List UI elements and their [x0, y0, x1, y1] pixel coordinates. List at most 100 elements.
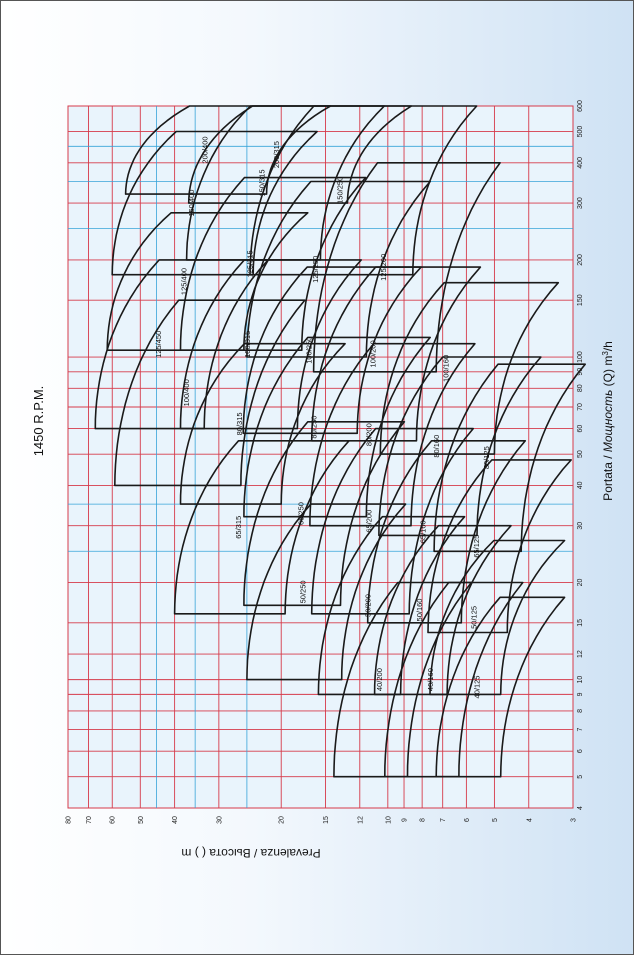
x-tick-label: 90: [577, 368, 584, 376]
y-tick-label: 20: [279, 816, 286, 824]
y-tick-label: 5: [492, 818, 499, 822]
pump-label-200-400: 200/400: [200, 136, 209, 163]
x-tick-label: 9: [577, 692, 584, 696]
y-tick-label: 3: [571, 818, 578, 822]
y-tick-label: 8: [420, 818, 427, 822]
pump-curve-125-400: [106, 212, 309, 351]
pump-label-125-450: 125/450: [154, 331, 163, 358]
pump-curve-80-315: [179, 342, 346, 505]
pump-label-80-315: 80/315: [235, 412, 244, 435]
pump-label-40-125: 40/125: [473, 676, 482, 699]
pump-curve-80-250: [243, 336, 431, 518]
pump-curve-100-250: [242, 266, 422, 435]
pump-curve-200-315: [187, 105, 413, 204]
pump-label-100-160: 100/160: [442, 355, 451, 382]
pump-curve-80-200: [309, 342, 476, 527]
pump-curve-65-200: [310, 427, 474, 615]
x-tick-label: 8: [577, 709, 584, 713]
x-tick-label: 100: [577, 351, 584, 363]
pump-label-150-315: 150/315: [258, 169, 267, 196]
x-axis-title-suffix: (Q) m: [601, 356, 615, 390]
pump-label-50-160: 50/160: [415, 599, 424, 622]
x-tick-label: 12: [577, 650, 584, 658]
pump-label-150-400: 150/400: [187, 190, 196, 217]
pump-label-65-250: 65/250: [296, 502, 305, 525]
pump-curve-80-160: [378, 356, 542, 537]
pump-curve-150-400: [111, 130, 318, 276]
pump-curve-80-125: [433, 363, 586, 553]
x-tick-label: 10: [577, 676, 584, 684]
plot-area: [68, 106, 573, 808]
pump-curve-150-250: [249, 105, 478, 276]
x-tick-label: 30: [577, 522, 584, 530]
y-tick-label: 40: [172, 816, 179, 824]
pump-curve-50-160: [373, 524, 512, 696]
pump-label-100-400: 100/400: [182, 379, 191, 406]
pump-curve-200-400: [124, 105, 332, 195]
pump-label-80-160: 80/160: [432, 435, 441, 458]
pump-label-125-400: 125/400: [180, 268, 189, 295]
y-tick-label: 7: [440, 818, 447, 822]
pump-label-100-200: 100/200: [368, 340, 377, 367]
pump-curve-100-400: [114, 299, 306, 487]
pump-label-40-200: 40/200: [375, 668, 384, 691]
y-tick-label: 50: [138, 816, 145, 824]
pump-label-65-200: 65/200: [365, 510, 374, 533]
pump-label-50-200: 50/200: [364, 594, 373, 617]
y-tick-label: 9: [402, 818, 409, 822]
x-tick-label: 6: [577, 749, 584, 753]
pump-label-65-160: 65/160: [419, 520, 428, 543]
y-tick-label: 70: [86, 816, 93, 824]
pump-curve-100-160: [379, 281, 560, 455]
y-axis-ticks: 3 4 5 6 7 8 9 10 12 15 20 30 40 50 60 70 80: [66, 816, 578, 824]
pump-label-65-315: 65/315: [234, 516, 243, 539]
pump-label-125-315: 125/315: [245, 250, 254, 277]
x-tick-label: 20: [577, 579, 584, 587]
y-tick-label: 30: [216, 816, 223, 824]
x-axis-title-italic: Мощность: [601, 390, 615, 452]
y-axis-title: Prevalenza / Высота ( ) m: [181, 846, 320, 860]
x-tick-label: 5: [577, 775, 584, 779]
pump-label-125-250: 125/250: [311, 256, 320, 283]
y-tick-label: 15: [323, 816, 330, 824]
pump-label-50-125: 50/125: [470, 606, 479, 629]
x-tick-label: 7: [577, 728, 584, 732]
pump-label-80-250: 80/250: [309, 416, 318, 439]
pump-label-40-160: 40/160: [426, 668, 435, 691]
pump-curve-65-125: [427, 459, 572, 634]
x-tick-label: 4: [577, 806, 584, 810]
x-tick-label: 500: [577, 126, 584, 138]
x-tick-label: 300: [577, 197, 584, 209]
y-tick-label: 80: [66, 816, 73, 824]
x-axis-title-prefix: Portata /: [601, 452, 615, 501]
x-tick-label: 60: [577, 425, 584, 433]
pump-label-125-200: 125/200: [379, 254, 388, 281]
pump-label-group: 40/125 40/160 40/200 50/125 50/160 50/200 50/2…: [154, 136, 491, 698]
pump-curve-40-160: [384, 581, 524, 778]
pump-label-100-315: 100/315: [243, 331, 252, 358]
pump-curve-40-125: [435, 596, 566, 778]
x-axis-ticks: 4 5 6 7 8 9 10 12 15 20 30 40 50 60 70 80 90 100 150 200 300…: [577, 100, 584, 810]
y-tick-label: 4: [526, 818, 533, 822]
x-axis-title-sup: 3: [601, 351, 610, 356]
x-tick-label: 600: [577, 100, 584, 112]
pump-curve-65-160: [366, 440, 527, 624]
x-tick-label: 50: [577, 450, 584, 458]
pump-label-150-250: 150/250: [336, 177, 345, 204]
x-tick-label: 80: [577, 384, 584, 392]
y-tick-label: 60: [110, 816, 117, 824]
x-tick-label: 200: [577, 254, 584, 266]
pump-label-65-125: 65/125: [472, 535, 481, 558]
pump-label-200-315: 200/315: [272, 141, 281, 168]
x-axis-title: Portata / Мощность (Q) m3/h: [601, 341, 615, 501]
pump-curve-125-200: [312, 162, 501, 373]
pump-curve-100-200: [310, 266, 482, 442]
y-tick-label: 12: [357, 816, 364, 824]
pump-label-80-200: 80/200: [365, 423, 374, 446]
chart-title: 1450 R.P.M.: [31, 386, 46, 457]
y-tick-label: 6: [464, 818, 471, 822]
x-tick-label: 70: [577, 403, 584, 411]
pump-label-80-125: 80/125: [482, 446, 491, 469]
pump-curve-65-250: [243, 421, 406, 607]
